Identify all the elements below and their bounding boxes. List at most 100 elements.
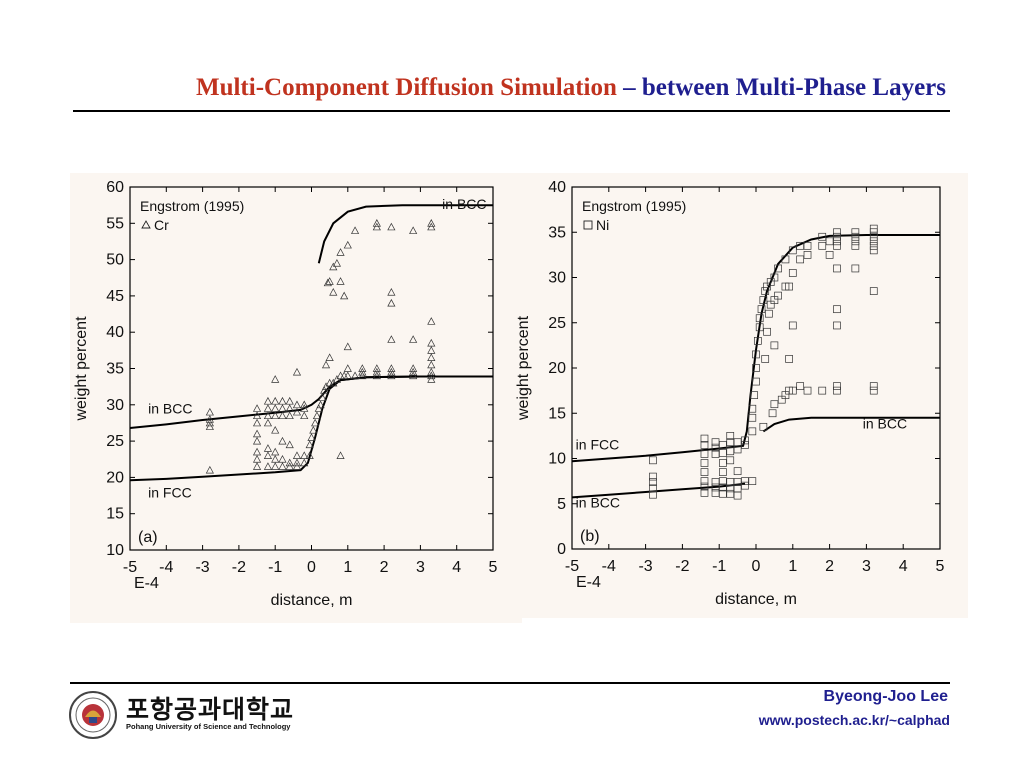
- chart-a-y-tick-label: 50: [106, 252, 124, 269]
- chart-a-data-point: [271, 425, 280, 434]
- chart-b-data-point: [770, 273, 779, 282]
- chart-a-data-point: [263, 411, 273, 420]
- chart-a-data-point: [332, 375, 341, 383]
- chart-b-curve-label: in FCC: [576, 436, 620, 452]
- chart-a-legend-series: Cr: [154, 217, 169, 233]
- chart-a-y-tick-label: 45: [106, 288, 124, 305]
- chart-b-x-tick-label: 4: [899, 558, 908, 575]
- chart-a-data-point: [252, 418, 262, 427]
- chart-b-data-point: [833, 386, 841, 395]
- chart-a-data-point: [292, 451, 302, 459]
- chart-b-data-point: [726, 447, 735, 456]
- chart-b-data-point: [833, 305, 841, 314]
- chart-a-data-point: [300, 411, 309, 420]
- chart-a-data-point: [427, 222, 436, 231]
- chart-a-data-point: [205, 415, 214, 423]
- chart-b-data-point: [719, 468, 727, 476]
- chart-b: -5 -4 -3 -2 -1 0 1 2 3 4 5 0 5 10 15 20 25 30 35 40 distance…: [515, 179, 945, 608]
- chart-b-data-point: [700, 468, 709, 476]
- chart-a-data-point: [252, 447, 262, 456]
- chart-b-curve-label: in BCC: [863, 416, 907, 432]
- chart-b-data-point: [768, 409, 777, 418]
- chart-a-data-point: [312, 411, 322, 420]
- chart-a-data-point: [325, 277, 334, 285]
- chart-a-data-point: [205, 407, 214, 416]
- author-name: Byeong-Joo Lee: [823, 688, 948, 705]
- chart-b-data-point: [833, 232, 841, 241]
- chart-a-data-point: [427, 338, 436, 347]
- chart-b-x-axis-label: distance, m: [715, 591, 797, 608]
- chart-b-data-point: [700, 450, 709, 458]
- chart-b-data-point: [719, 483, 727, 492]
- chart-a-data-point: [271, 404, 280, 412]
- chart-b-y-tick-label: 20: [548, 360, 566, 377]
- chart-b-data-point: [726, 432, 735, 440]
- chart-a-legend-source: Engstrom (1995): [140, 198, 244, 214]
- chart-a-data-point: [387, 367, 396, 376]
- chart-a-data-point: [305, 440, 314, 449]
- chart-a-data-point: [271, 411, 280, 420]
- chart-a-data-point: [305, 451, 314, 459]
- chart-b-data-point: [818, 386, 827, 395]
- chart-b-data-point: [748, 477, 757, 485]
- chart-b-data-point: [711, 489, 720, 497]
- chart-a-data-point: [332, 258, 341, 267]
- chart-b-x-tick-label: -1: [712, 558, 726, 575]
- chart-a-data-point: [427, 367, 436, 376]
- chart-a-data-point: [271, 462, 280, 470]
- chart-a-data-point: [292, 407, 302, 416]
- chart-b-data-point: [748, 404, 757, 413]
- chart-b-legend-series: Ni: [596, 217, 609, 233]
- chart-b-data-point: [711, 483, 720, 492]
- chart-b-x-multiplier-label: E-4: [576, 574, 601, 591]
- chart-b-data-point: [833, 241, 841, 250]
- chart-b-y-tick-label: 30: [548, 270, 566, 287]
- chart-b-data-point: [869, 382, 878, 390]
- chart-a-data-point: [292, 462, 302, 470]
- chart-a-data-point: [387, 364, 396, 372]
- chart-b-data-point: [719, 489, 727, 498]
- chart-b-data-point: [700, 434, 709, 443]
- chart-b-data-point: [750, 391, 759, 399]
- chart-b-curve: [571, 482, 746, 499]
- chart-a-data-point: [300, 451, 309, 459]
- chart-b-data-point: [763, 327, 771, 336]
- chart-a-data-point: [358, 371, 367, 380]
- chart-a-data-point: [320, 386, 329, 394]
- chart-b-y-tick-label: 0: [557, 541, 566, 558]
- chart-b-data-point: [796, 241, 805, 250]
- chart-b-data-point: [774, 291, 782, 300]
- chart-b-data-point: [719, 441, 727, 449]
- university-seal-icon: [69, 691, 117, 739]
- chart-a-legend-marker: [141, 220, 151, 229]
- chart-b-data-point: [759, 296, 768, 304]
- chart-a-x-tick-label: 4: [452, 559, 461, 576]
- chart-a-data-point: [387, 335, 396, 343]
- chart-a-data-point: [309, 425, 318, 434]
- chart-b-data-point: [785, 282, 793, 291]
- university-name-english: Pohang University of Science and Technol…: [126, 722, 291, 731]
- chart-b-panel-label: (b): [580, 528, 600, 545]
- chart-b-data-point: [755, 323, 764, 332]
- chart-a-data-point: [271, 447, 280, 456]
- footer-divider: [70, 682, 950, 684]
- chart-b-data-point: [726, 438, 735, 447]
- chart-b-data-point: [700, 482, 709, 491]
- chart-a-data-point: [252, 436, 262, 445]
- chart-b-data-point: [649, 456, 657, 465]
- chart-a-data-point: [278, 455, 287, 463]
- chart-a-data-point: [336, 248, 345, 256]
- chart-b-data-point: [700, 477, 709, 485]
- chart-a-data-point: [329, 262, 338, 271]
- chart-a-x-tick-label: 2: [380, 559, 389, 576]
- chart-a-data-point: [271, 375, 280, 383]
- chart-b-data-point: [726, 456, 735, 465]
- chart-a-data-point: [350, 226, 360, 234]
- chart-b-x-tick-label: 3: [862, 558, 871, 575]
- chart-a-x-tick-label: -2: [232, 559, 246, 576]
- chart-b-data-point: [851, 237, 860, 246]
- chart-b-data-point: [761, 287, 770, 295]
- chart-b-data-point: [719, 477, 727, 485]
- chart-b-x-tick-label: 5: [936, 558, 945, 575]
- chart-a-data-point: [205, 418, 214, 427]
